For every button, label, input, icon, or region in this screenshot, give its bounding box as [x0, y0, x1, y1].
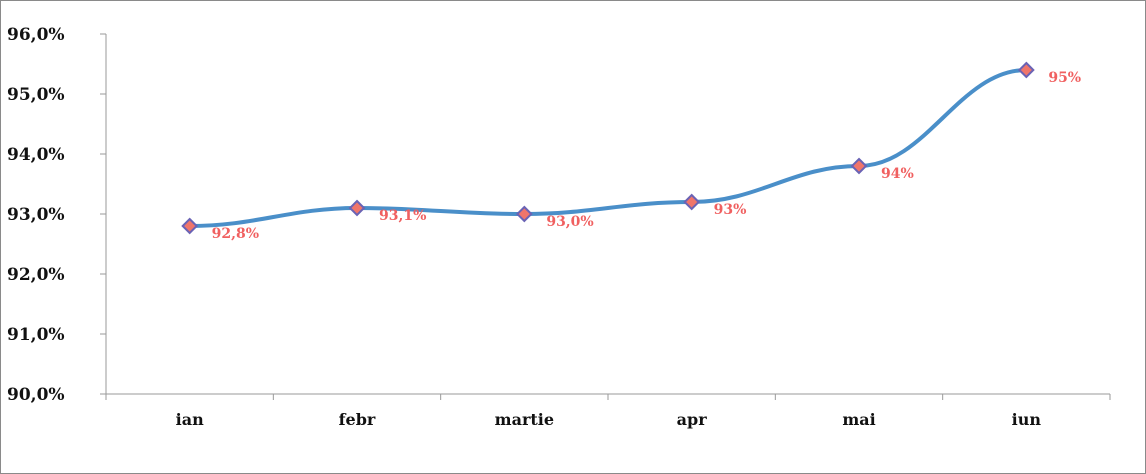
data-label: 95% [1048, 70, 1081, 86]
data-label: 92,8% [212, 226, 259, 242]
x-tick-label: apr [677, 410, 708, 429]
series: 92,8% 93,1% 93,0% 93% 94% 95% [181, 61, 1081, 242]
x-tick-label: iun [1012, 410, 1042, 429]
x-tick-label: mai [842, 410, 875, 429]
x-tick-label: ian [176, 410, 204, 429]
data-point-marker [348, 199, 366, 217]
x-tick-label: febr [339, 410, 376, 429]
x-ticks: ian febr martie apr mai iun [105, 394, 1111, 429]
series-line [189, 68, 1027, 228]
axes [105, 34, 1110, 395]
y-tick-label: 90,0% [7, 385, 65, 405]
data-point-marker [181, 217, 199, 235]
data-point-marker [850, 157, 868, 175]
data-label: 93,1% [379, 208, 426, 224]
data-label: 93,0% [546, 214, 593, 230]
data-label: 93% [714, 202, 747, 218]
data-point-marker [683, 193, 701, 211]
y-tick-label: 93,0% [7, 205, 65, 225]
y-tick-label: 96,0% [7, 25, 65, 45]
y-ticks: 90,0% 91,0% 92,0% 93,0% 94,0% 95,0% 96,0% [7, 25, 106, 405]
data-point-marker [515, 205, 533, 223]
data-label: 94% [881, 166, 914, 182]
y-tick-label: 91,0% [7, 325, 65, 345]
x-tick-label: martie [495, 410, 554, 429]
y-tick-label: 95,0% [7, 85, 65, 105]
y-tick-label: 94,0% [7, 145, 65, 165]
y-tick-label: 92,0% [7, 265, 65, 285]
data-point-marker [1017, 61, 1035, 79]
